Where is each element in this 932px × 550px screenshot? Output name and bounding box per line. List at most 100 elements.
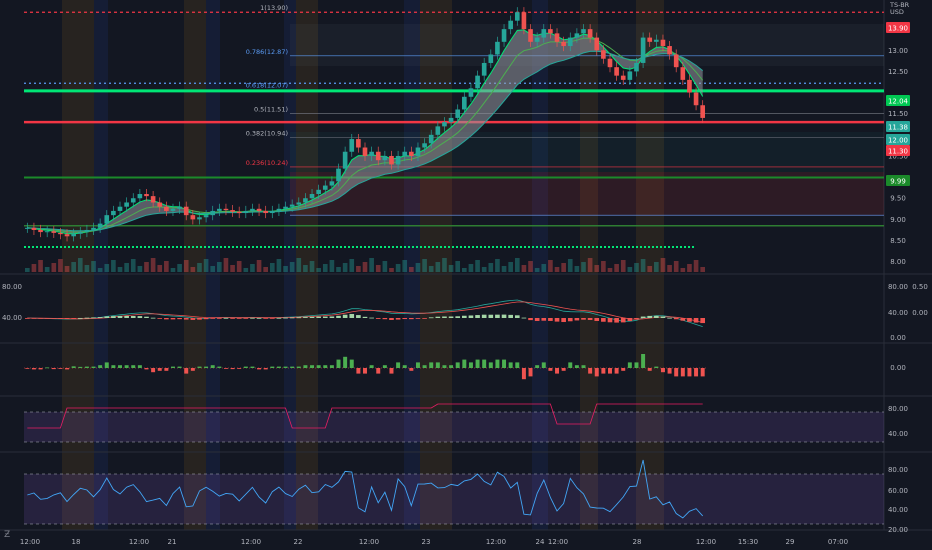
price-tick: 12.50 — [888, 68, 908, 76]
hist-bar — [197, 366, 202, 368]
macd-bar — [144, 316, 149, 318]
hist-bar — [71, 366, 76, 368]
macd-bar — [475, 315, 480, 318]
candle-body — [581, 29, 586, 34]
volume-bar — [660, 258, 666, 272]
candle-body — [256, 208, 262, 211]
macd-bar — [647, 315, 653, 318]
volume-bar — [164, 261, 169, 272]
volume-bar — [356, 266, 361, 272]
candle-body — [382, 155, 388, 161]
candle-body — [177, 206, 182, 209]
candle-body — [508, 20, 513, 30]
hist-bar — [608, 368, 612, 374]
hist-bar — [38, 368, 43, 370]
hist-bar — [323, 365, 328, 368]
candle-body — [111, 210, 116, 216]
hist-bar — [78, 366, 83, 368]
volume-bar — [422, 259, 427, 272]
volume-bar — [521, 265, 527, 272]
macd-bar — [197, 318, 202, 320]
hist-bar — [402, 365, 407, 368]
macd-bar — [415, 318, 421, 319]
volume-bar — [144, 262, 149, 272]
hist-bar — [382, 365, 387, 368]
time-tick: 12:00 — [20, 538, 40, 546]
price-tag-bg — [886, 175, 910, 186]
hist-bar — [435, 362, 440, 368]
macd-bar — [567, 318, 573, 322]
macd-bar — [243, 318, 249, 319]
volume-bar — [634, 263, 639, 272]
macd-bar — [495, 314, 500, 318]
candle-body — [409, 151, 414, 156]
hist-bar — [449, 365, 454, 368]
time-tick: 12:00 — [359, 538, 379, 546]
macd-bar — [329, 316, 335, 318]
macd-bar — [177, 318, 182, 320]
pane-separators — [0, 0, 932, 531]
macd-bar — [217, 318, 222, 319]
pane-tick: 0.00 — [890, 334, 906, 342]
hist-bar — [131, 365, 136, 368]
hist-bar — [409, 368, 414, 371]
hist-bar — [98, 365, 103, 368]
macd-bar — [462, 315, 467, 318]
candle-body — [468, 88, 474, 97]
price-tick: 11.50 — [888, 110, 908, 118]
price-tag-label: 12.00 — [888, 137, 908, 145]
candle-body — [210, 210, 216, 216]
hist-bar — [137, 365, 142, 368]
volume-bar — [303, 265, 308, 272]
hist-bar — [389, 368, 394, 374]
fib-label: 1(13.90) — [260, 4, 288, 12]
fib-label: 0.786(12.87) — [246, 48, 288, 56]
volume-bar — [309, 261, 315, 272]
time-tick: 12:00 — [548, 538, 568, 546]
candle-body — [269, 210, 275, 214]
volume-bar — [654, 262, 659, 272]
hist-bar — [561, 368, 566, 371]
macd-bar — [395, 318, 401, 320]
volume-bar — [316, 268, 321, 272]
macd-bar — [402, 318, 408, 320]
z-logo-icon[interactable]: Ƶ — [4, 530, 11, 540]
volume-bar — [104, 264, 110, 272]
macd-bar — [601, 318, 606, 322]
hist-bar — [118, 365, 122, 368]
macd-bar — [640, 316, 646, 318]
volume-bar — [587, 258, 593, 272]
candle-body — [455, 109, 461, 118]
session-band — [62, 0, 94, 530]
hist-bar — [641, 354, 646, 368]
pane-tick: 80.00 — [2, 283, 22, 291]
hist-bar — [594, 368, 599, 377]
volume-bar — [554, 267, 560, 272]
hist-bar — [694, 368, 699, 377]
time-tick: 24 — [536, 538, 545, 546]
hist-bar — [290, 366, 295, 368]
volume-bar — [508, 262, 513, 272]
hist-bar — [627, 362, 632, 368]
rsi-band — [24, 474, 884, 524]
candle-body — [607, 58, 613, 68]
rsi-pane — [24, 459, 884, 525]
macd-bar — [654, 315, 659, 318]
macd-bar — [614, 318, 619, 323]
macd-bar — [71, 318, 76, 319]
hist-bar — [700, 368, 705, 377]
time-tick: 18 — [72, 538, 81, 546]
volume-bar — [501, 266, 507, 272]
hist-bar — [687, 368, 692, 377]
hist-bar — [415, 362, 420, 368]
macd-bar — [183, 318, 189, 320]
candle-body — [415, 147, 421, 156]
pane-tick: 60.00 — [888, 487, 908, 495]
volume-bar — [71, 262, 76, 272]
time-axis[interactable]: 12:00 18 12:00 21 12:00 22 12:00 23 12:00 24 12:00… — [20, 538, 848, 546]
volume-bar — [614, 264, 619, 272]
macd-bar — [375, 318, 381, 319]
macd-bar — [84, 317, 90, 319]
pane-tick: 0.50 — [912, 283, 928, 291]
